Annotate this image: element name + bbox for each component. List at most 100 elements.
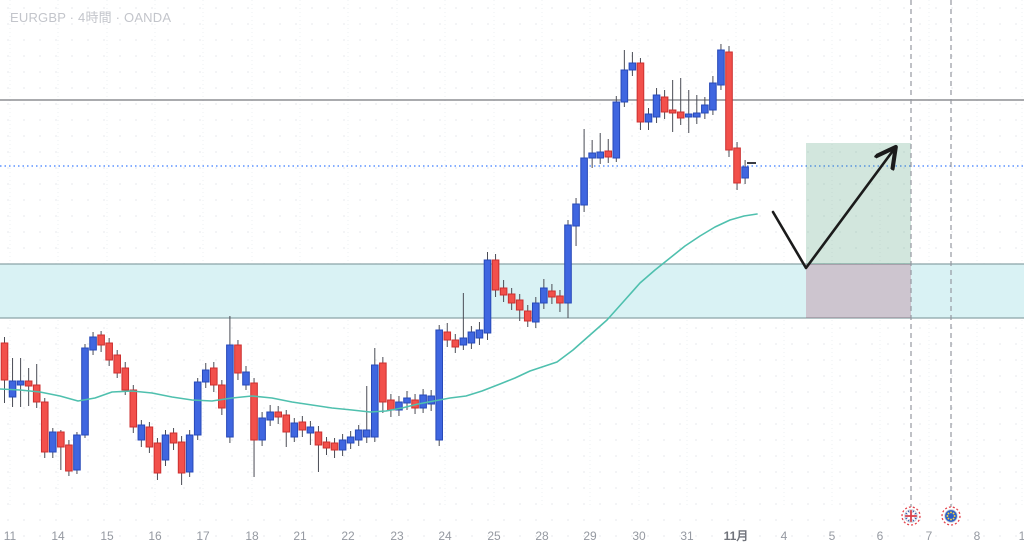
candle bbox=[354, 425, 363, 446]
candle bbox=[556, 290, 564, 312]
candle-body-down bbox=[40, 401, 49, 453]
candle bbox=[636, 58, 645, 130]
candle-body-up bbox=[467, 331, 476, 344]
candle-body-up bbox=[652, 94, 661, 118]
candle bbox=[725, 46, 733, 157]
candle bbox=[443, 323, 452, 347]
candle-body-down bbox=[153, 442, 162, 474]
candle bbox=[644, 108, 653, 130]
x-axis-label: 8 bbox=[974, 529, 981, 543]
x-axis-label: 15 bbox=[100, 529, 114, 543]
candle bbox=[435, 325, 443, 446]
candle-body-down bbox=[733, 147, 741, 184]
candle bbox=[185, 430, 194, 477]
candle bbox=[693, 95, 701, 124]
candle-body-down bbox=[57, 431, 65, 448]
candle bbox=[65, 440, 73, 476]
candle bbox=[24, 368, 33, 406]
moving-average-line[interactable] bbox=[0, 213, 758, 413]
gb-flag-icon[interactable] bbox=[901, 506, 921, 526]
candle bbox=[258, 412, 266, 446]
candle-body-up bbox=[290, 422, 299, 438]
candle-body-down bbox=[210, 367, 218, 386]
candle bbox=[226, 316, 234, 443]
candle-body-up bbox=[701, 104, 709, 114]
candle bbox=[89, 332, 97, 355]
candle-body-down bbox=[636, 62, 645, 123]
candle-body-up bbox=[741, 166, 749, 179]
x-axis-label: 6 bbox=[877, 529, 884, 543]
candle-body-up bbox=[435, 329, 443, 441]
candle bbox=[741, 160, 749, 184]
candle bbox=[709, 76, 717, 115]
x-axis-label: 23 bbox=[390, 529, 404, 543]
candle bbox=[387, 394, 395, 417]
candle bbox=[49, 428, 57, 458]
loss-zone-box[interactable] bbox=[806, 264, 911, 318]
candle bbox=[515, 294, 524, 321]
candle bbox=[620, 50, 629, 107]
candle bbox=[40, 398, 49, 458]
candle bbox=[121, 362, 130, 395]
candle-body-up bbox=[338, 439, 347, 451]
candle bbox=[201, 363, 210, 388]
candle bbox=[475, 322, 484, 345]
candle-body-down bbox=[169, 432, 178, 444]
candle-body-down bbox=[218, 384, 226, 409]
candle-body-down bbox=[330, 442, 339, 451]
symbol-title[interactable]: EURGBP · 4時間 · OANDA bbox=[10, 10, 172, 25]
candle bbox=[523, 305, 532, 327]
candle bbox=[499, 280, 508, 302]
eu-flag-icon[interactable] bbox=[941, 506, 961, 526]
candle-body-down bbox=[443, 331, 452, 341]
x-axis-label: 22 bbox=[341, 529, 355, 543]
candle-body-up bbox=[717, 49, 725, 86]
candle bbox=[548, 284, 556, 304]
candle-body-down bbox=[668, 109, 677, 114]
x-axis-label: 21 bbox=[293, 529, 307, 543]
candle bbox=[57, 430, 65, 470]
candle-body-down bbox=[32, 384, 41, 403]
candle-body-up bbox=[709, 82, 717, 111]
candle-body-up bbox=[201, 369, 210, 383]
candle-body-up bbox=[684, 113, 693, 118]
candle-body-down bbox=[499, 287, 508, 296]
candle bbox=[540, 279, 548, 309]
candle bbox=[73, 432, 81, 474]
candle bbox=[16, 358, 25, 407]
candle bbox=[290, 418, 299, 442]
candle bbox=[153, 438, 162, 480]
candle bbox=[113, 350, 122, 378]
candle-body-up bbox=[628, 62, 637, 71]
candle bbox=[612, 96, 621, 162]
x-axis-label: 17 bbox=[196, 529, 210, 543]
candle-body-up bbox=[693, 112, 701, 118]
candle-body-up bbox=[475, 329, 484, 339]
candle-body-down bbox=[676, 111, 685, 119]
candle-body-up bbox=[242, 371, 250, 386]
candle-body-up bbox=[483, 259, 492, 334]
candle bbox=[137, 420, 146, 447]
candle-body-up bbox=[346, 436, 355, 444]
candle-body-down bbox=[491, 259, 500, 291]
candle-body-down bbox=[548, 290, 556, 298]
candle-body-up bbox=[596, 151, 605, 159]
candle-body-down bbox=[177, 441, 186, 474]
candle-body-up bbox=[362, 429, 371, 438]
projection-arrow[interactable] bbox=[771, 148, 895, 270]
x-axis-label: 31 bbox=[680, 529, 694, 543]
candle-body-down bbox=[24, 380, 33, 387]
candle-body-up bbox=[459, 337, 468, 346]
candle-body-down bbox=[282, 414, 291, 433]
x-axis-label: 29 bbox=[583, 529, 597, 543]
candle-body-up bbox=[427, 395, 435, 405]
candle bbox=[97, 331, 105, 352]
x-axis-label: 18 bbox=[245, 529, 259, 543]
candle-body-up bbox=[306, 426, 315, 434]
x-axis-label: 11月 bbox=[724, 529, 749, 543]
candle-body-down bbox=[298, 421, 307, 431]
candle-body-down bbox=[250, 382, 258, 441]
candle bbox=[717, 44, 725, 90]
